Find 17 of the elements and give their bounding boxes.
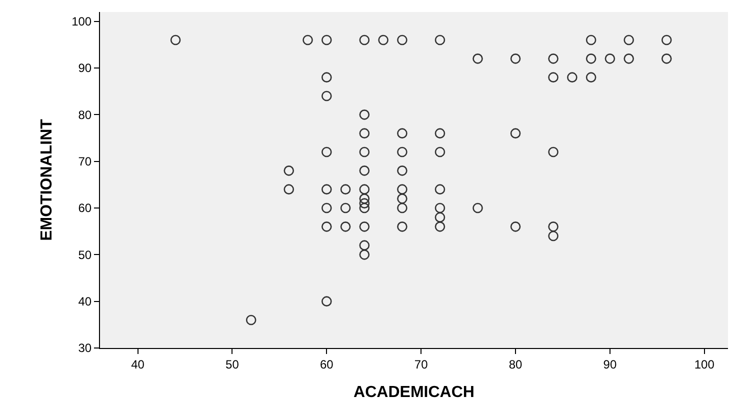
- x-tick-label: 80: [508, 357, 523, 372]
- x-tick-label: 50: [226, 357, 240, 372]
- x-tick-label: 90: [603, 357, 617, 372]
- x-axis-title: ACADEMICACH: [354, 384, 474, 402]
- x-tick-label: 60: [320, 357, 334, 372]
- x-tick-label: 100: [694, 357, 715, 372]
- y-tick-label: 70: [78, 154, 92, 169]
- x-tick-label: 70: [414, 357, 428, 372]
- y-tick-label: 50: [78, 248, 92, 262]
- y-axis-title: EMOTIONALINT: [38, 118, 56, 241]
- y-tick-label: 40: [78, 294, 92, 309]
- y-tick-label: 30: [78, 341, 92, 356]
- y-tick-label: 80: [78, 108, 92, 122]
- y-tick-label: 90: [78, 61, 92, 76]
- y-tick-label: 100: [72, 14, 92, 29]
- x-tick-label: 40: [131, 357, 145, 372]
- y-tick-label: 60: [78, 201, 92, 216]
